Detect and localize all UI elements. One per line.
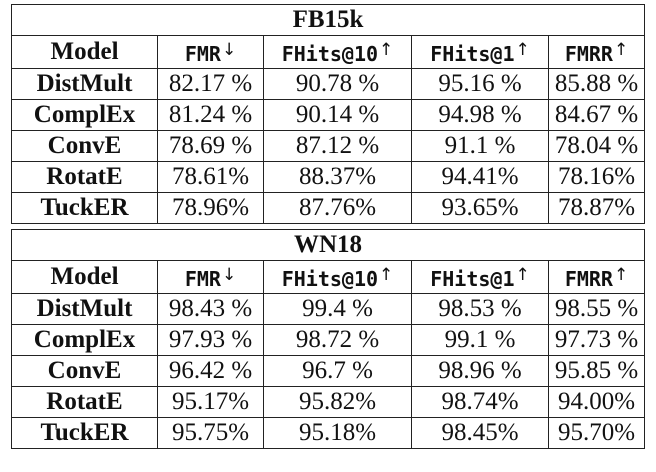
metric-value-cell: 95.85 %	[547, 355, 646, 387]
table-row: TuckER 78.96% 87.76% 93.65% 78.87%	[11, 192, 646, 224]
metric-value-cell: 98.96 %	[411, 355, 549, 387]
up-arrow-icon: ↑	[379, 265, 394, 285]
metric-label: FMRR	[564, 267, 613, 291]
metric-value-cell: 78.61%	[157, 161, 264, 193]
metric-value-cell: 94.41%	[411, 161, 549, 193]
down-arrow-icon: ↓	[221, 40, 237, 60]
metric-value-cell: 98.45%	[411, 417, 549, 449]
header-row: Model FMR↓ FHits@10↑ FHits@1↑ FMRR↑	[11, 35, 646, 69]
metric-value-cell: 96.7 %	[263, 355, 412, 387]
metric-label: FHits@10	[281, 267, 379, 291]
model-name-cell: ConvE	[11, 130, 158, 162]
table-row: DistMult 98.43 % 99.4 % 98.53 % 98.55 %	[11, 293, 646, 325]
up-arrow-icon: ↑	[515, 265, 530, 285]
metric-value-cell: 99.1 %	[411, 324, 549, 356]
section-title: WN18	[10, 229, 646, 261]
down-arrow-icon: ↓	[221, 265, 237, 285]
metric-value-cell: 78.04 %	[547, 130, 646, 162]
metric-value-cell: 95.70%	[547, 417, 646, 449]
metric-label: FMRR	[564, 42, 613, 66]
model-name-cell: DistMult	[11, 293, 158, 325]
metric-value-cell: 85.88 %	[547, 68, 646, 100]
model-name-cell: DistMult	[11, 68, 158, 100]
metric-value-cell: 78.16%	[547, 161, 646, 193]
metric-value-cell: 98.53 %	[411, 293, 549, 325]
metric-column-header: FMRR↑	[547, 260, 646, 294]
model-name-cell: TuckER	[11, 192, 158, 224]
metric-column-header: FMRR↑	[547, 35, 646, 69]
up-arrow-icon: ↑	[515, 40, 530, 60]
model-column-header: Model	[11, 260, 158, 294]
metric-value-cell: 93.65%	[411, 192, 549, 224]
metric-value-cell: 88.37%	[263, 161, 412, 193]
metric-value-cell: 95.16 %	[411, 68, 549, 100]
metric-value-cell: 95.18%	[263, 417, 412, 449]
metric-value-cell: 94.98 %	[411, 99, 549, 131]
model-column-header: Model	[11, 35, 158, 69]
metric-value-cell: 82.17 %	[157, 68, 264, 100]
header-row: Model FMR↓ FHits@10↑ FHits@1↑ FMRR↑	[11, 260, 646, 294]
model-name-cell: ComplEx	[11, 99, 158, 131]
table-row: RotatE 95.17% 95.82% 98.74% 94.00%	[11, 386, 646, 418]
metric-column-header: FHits@1↑	[411, 35, 549, 69]
metric-label: FHits@10	[281, 42, 379, 66]
metric-value-cell: 81.24 %	[157, 99, 264, 131]
metric-value-cell: 90.14 %	[263, 99, 412, 131]
metric-column-header: FMR↓	[157, 260, 264, 294]
metric-column-header: FMR↓	[157, 35, 264, 69]
model-name-cell: TuckER	[11, 417, 158, 449]
metric-value-cell: 99.4 %	[263, 293, 412, 325]
metric-column-header: FHits@1↑	[411, 260, 549, 294]
metric-value-cell: 97.93 %	[157, 324, 264, 356]
metric-value-cell: 98.55 %	[547, 293, 646, 325]
metric-column-header: FHits@10↑	[263, 260, 412, 294]
model-name-cell: ConvE	[11, 355, 158, 387]
section-title: FB15k	[10, 4, 646, 36]
model-name-cell: ComplEx	[11, 324, 158, 356]
metric-value-cell: 95.75%	[157, 417, 264, 449]
table-row: ConvE 96.42 % 96.7 % 98.96 % 95.85 %	[11, 355, 646, 387]
table-row: ComplEx 81.24 % 90.14 % 94.98 % 84.67 %	[11, 99, 646, 131]
section-title-row: WN18	[10, 229, 646, 261]
model-name-cell: RotatE	[11, 386, 158, 418]
metric-value-cell: 98.72 %	[263, 324, 412, 356]
table-row: DistMult 82.17 % 90.78 % 95.16 % 85.88 %	[11, 68, 646, 100]
metric-value-cell: 98.43 %	[157, 293, 264, 325]
metric-value-cell: 96.42 %	[157, 355, 264, 387]
metric-label: FHits@1	[430, 267, 515, 291]
metric-value-cell: 78.87%	[547, 192, 646, 224]
table-row: ConvE 78.69 % 87.12 % 91.1 % 78.04 %	[11, 130, 646, 162]
results-table-container: FB15k Model FMR↓ FHits@10↑ FHits@1↑ FMRR↑ Dist…	[10, 4, 646, 449]
metric-value-cell: 94.00%	[547, 386, 646, 418]
metric-value-cell: 78.96%	[157, 192, 264, 224]
metric-value-cell: 91.1 %	[411, 130, 549, 162]
metric-label: FMR	[184, 42, 221, 66]
metric-value-cell: 90.78 %	[263, 68, 412, 100]
metric-label: FMR	[184, 267, 221, 291]
model-name-cell: RotatE	[11, 161, 158, 193]
metric-value-cell: 97.73 %	[547, 324, 646, 356]
table-row: ComplEx 97.93 % 98.72 % 99.1 % 97.73 %	[11, 324, 646, 356]
metric-value-cell: 95.17%	[157, 386, 264, 418]
metric-value-cell: 87.12 %	[263, 130, 412, 162]
metric-value-cell: 78.69 %	[157, 130, 264, 162]
metric-value-cell: 87.76%	[263, 192, 412, 224]
up-arrow-icon: ↑	[613, 40, 629, 60]
results-table: FB15k Model FMR↓ FHits@10↑ FHits@1↑ FMRR↑ Dist…	[10, 4, 646, 449]
metric-value-cell: 98.74%	[411, 386, 549, 418]
metric-value-cell: 95.82%	[263, 386, 412, 418]
table-row: TuckER 95.75% 95.18% 98.45% 95.70%	[11, 417, 646, 449]
metric-label: FHits@1	[430, 42, 515, 66]
up-arrow-icon: ↑	[613, 265, 629, 285]
up-arrow-icon: ↑	[379, 40, 394, 60]
table-row: RotatE 78.61% 88.37% 94.41% 78.16%	[11, 161, 646, 193]
metric-column-header: FHits@10↑	[263, 35, 412, 69]
section-title-row: FB15k	[10, 4, 646, 36]
metric-value-cell: 84.67 %	[547, 99, 646, 131]
